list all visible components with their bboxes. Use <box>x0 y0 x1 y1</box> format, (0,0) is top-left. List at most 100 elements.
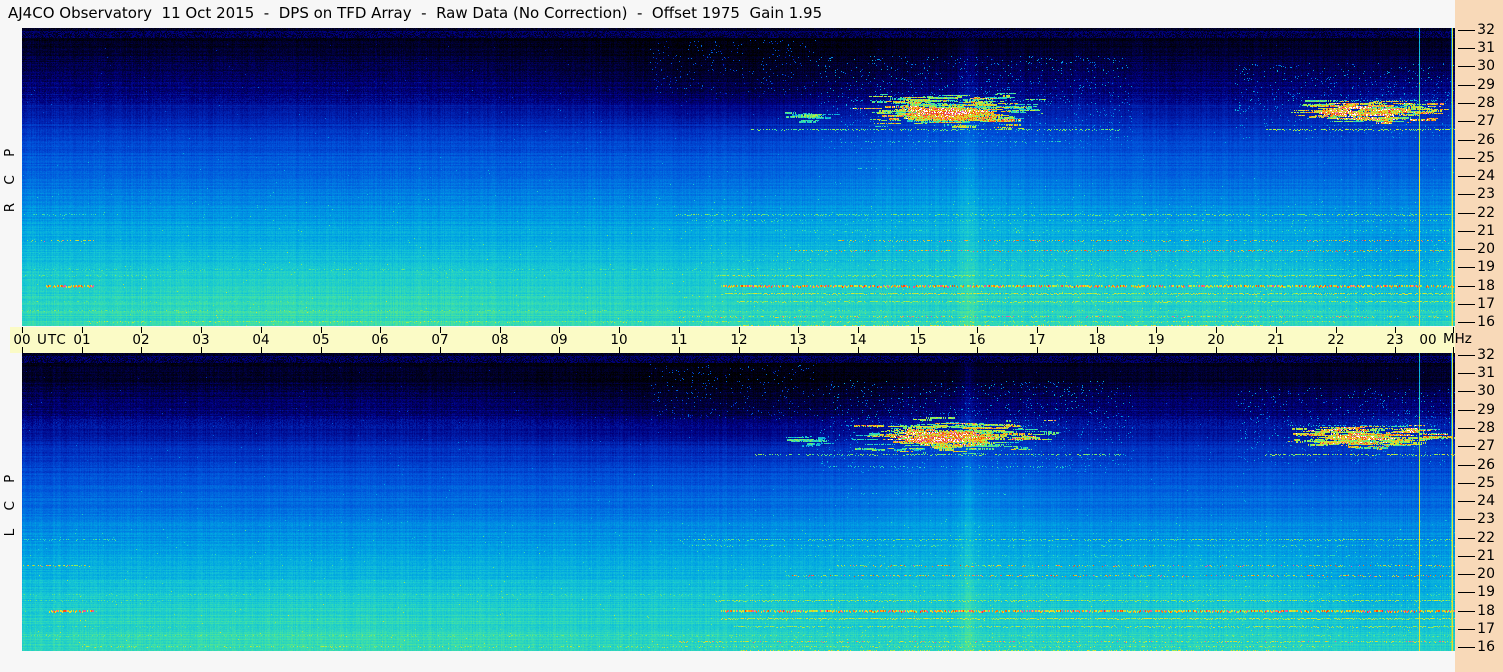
time-tick <box>619 347 620 353</box>
freq-tick <box>1458 373 1475 374</box>
freq-tick-label: 17 <box>1477 296 1495 312</box>
time-tick-label: 18 <box>1088 332 1106 348</box>
time-tick <box>440 327 441 333</box>
freq-tick-label: 25 <box>1477 475 1495 491</box>
time-tick-label: 22 <box>1327 332 1345 348</box>
time-tick-label: 02 <box>132 332 150 348</box>
freq-tick <box>1458 355 1475 356</box>
freq-tick-label: 22 <box>1477 530 1495 546</box>
freq-tick-label: 16 <box>1477 639 1495 655</box>
time-tick <box>261 347 262 353</box>
time-tick <box>1276 347 1277 353</box>
time-tick <box>739 327 740 333</box>
freq-tick-label: 20 <box>1477 566 1495 582</box>
freq-tick-label: 32 <box>1477 347 1495 363</box>
freq-tick <box>1458 574 1475 575</box>
time-tick-label: 12 <box>730 332 748 348</box>
title-bar: AJ4CO Observatory 11 Oct 2015 - DPS on T… <box>0 0 1455 27</box>
mhz-label: MHz <box>1443 331 1472 347</box>
freq-tick <box>1458 556 1475 557</box>
time-tick <box>201 347 202 353</box>
time-tick-label: 03 <box>192 332 210 348</box>
freq-tick-label: 27 <box>1477 438 1495 454</box>
freq-tick-label: 19 <box>1477 584 1495 600</box>
freq-tick-label: 21 <box>1477 548 1495 564</box>
freq-tick-label: 18 <box>1477 603 1495 619</box>
time-tick-label: 10 <box>610 332 628 348</box>
time-tick-label: 14 <box>849 332 867 348</box>
time-tick-label: 00 <box>1419 332 1437 348</box>
time-tick <box>380 347 381 353</box>
spectrogram-rcp-canvas <box>22 28 1455 326</box>
time-tick-label: 09 <box>550 332 568 348</box>
time-tick <box>559 327 560 333</box>
time-tick <box>1216 327 1217 333</box>
freq-tick-label: 30 <box>1477 383 1495 399</box>
time-tick <box>1156 347 1157 353</box>
time-tick <box>201 327 202 333</box>
freq-tick-label: 25 <box>1477 150 1495 166</box>
freq-tick <box>1458 103 1475 104</box>
freq-tick <box>1458 304 1475 305</box>
freq-tick-label: 26 <box>1477 457 1495 473</box>
time-tick <box>739 347 740 353</box>
time-tick <box>380 327 381 333</box>
freq-tick-label: 21 <box>1477 223 1495 239</box>
time-tick-label: 17 <box>1028 332 1046 348</box>
time-tick-label: 11 <box>670 332 688 348</box>
freq-tick <box>1458 121 1475 122</box>
time-tick-label: 16 <box>968 332 986 348</box>
freq-tick <box>1458 629 1475 630</box>
freq-tick <box>1458 611 1475 612</box>
time-tick <box>1097 347 1098 353</box>
time-tick <box>1037 327 1038 333</box>
freq-tick-label: 29 <box>1477 402 1495 418</box>
freq-tick <box>1458 176 1475 177</box>
freq-tick-label: 24 <box>1477 168 1495 184</box>
time-tick <box>82 327 83 333</box>
time-tick <box>977 327 978 333</box>
freq-tick <box>1458 213 1475 214</box>
freq-tick <box>1458 158 1475 159</box>
time-tick <box>679 347 680 353</box>
time-tick <box>82 347 83 353</box>
time-tick <box>1395 347 1396 353</box>
time-tick <box>1216 347 1217 353</box>
freq-tick-label: 24 <box>1477 493 1495 509</box>
freq-tick <box>1458 501 1475 502</box>
freq-tick <box>1458 446 1475 447</box>
time-tick-label: 01 <box>73 332 91 348</box>
time-tick <box>1276 327 1277 333</box>
time-tick <box>1156 327 1157 333</box>
time-tick <box>1395 327 1396 333</box>
freq-tick <box>1458 194 1475 195</box>
freq-tick <box>1458 538 1475 539</box>
freq-tick <box>1458 465 1475 466</box>
freq-tick-label: 32 <box>1477 22 1495 38</box>
time-tick-label: 05 <box>312 332 330 348</box>
time-tick-label: 21 <box>1267 332 1285 348</box>
freq-tick <box>1458 519 1475 520</box>
freq-tick-label: 27 <box>1477 113 1495 129</box>
time-tick <box>798 347 799 353</box>
freq-tick-label: 28 <box>1477 420 1495 436</box>
time-tick-label: 19 <box>1147 332 1165 348</box>
freq-tick-label: 23 <box>1477 186 1495 202</box>
panel-label-lcp: L C P <box>2 467 18 537</box>
freq-tick-label: 23 <box>1477 511 1495 527</box>
freq-tick-label: 19 <box>1477 259 1495 275</box>
freq-tick <box>1458 647 1475 648</box>
freq-tick-label: 18 <box>1477 278 1495 294</box>
time-tick <box>1336 327 1337 333</box>
time-tick-label: 08 <box>491 332 509 348</box>
freq-tick <box>1458 391 1475 392</box>
time-tick <box>261 327 262 333</box>
time-tick <box>22 327 23 333</box>
time-tick-label: 20 <box>1207 332 1225 348</box>
time-tick-label: 06 <box>371 332 389 348</box>
time-tick <box>918 347 919 353</box>
freq-tick-label: 31 <box>1477 365 1495 381</box>
time-tick-label: 04 <box>252 332 270 348</box>
time-tick <box>858 347 859 353</box>
time-tick <box>321 347 322 353</box>
